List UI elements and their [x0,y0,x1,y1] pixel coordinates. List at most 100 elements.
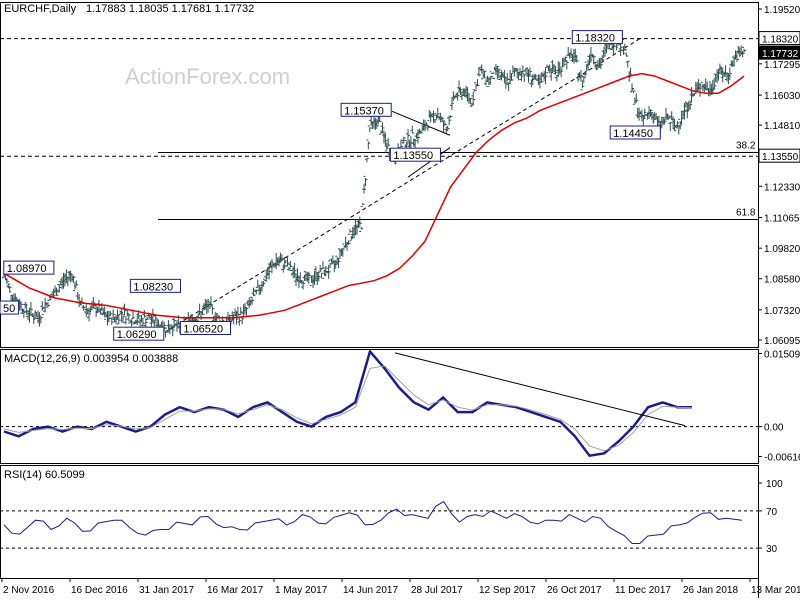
price-annotation: 1.14450 [609,125,661,140]
macd-line [3,348,692,458]
rsi-panel: 100 70 30 [0,479,783,555]
ohlc-bar [87,307,92,322]
panel-border [0,2,759,348]
ohlc-bar [264,269,269,282]
ohlc-bar [340,247,345,257]
x-tick-label: 13 Mar 2018 [751,585,800,596]
ohlc-bar [21,308,26,319]
price-annotation: 50 [0,300,20,315]
ohlc-bar [330,255,335,265]
x-tick-label: 12 Sep 2017 [479,585,536,596]
ohlc-bar [581,76,586,83]
ohlc-bar [277,256,282,267]
ohlc-bar [468,97,473,105]
ohlc-bar [448,115,453,118]
x-tick-label: 31 Jan 2017 [139,585,194,596]
ohlc-bar [410,125,415,134]
ohlc-bar [145,316,150,320]
y-tick-label: 1.12330 [764,182,800,193]
ohlc-bar [435,107,440,118]
ohlc-bar [455,92,460,101]
ohlc-bar [261,281,266,287]
macd-title: MACD(12,26,9) 0.003954 0.003888 [4,353,178,365]
ohlc-bar [40,301,45,311]
ohlc-bar [115,309,120,320]
x-tick-label: 11 Dec 2017 [615,585,671,596]
ohlc-bar [622,43,627,51]
price-marker-box [758,45,800,60]
ohlc-bar [129,319,134,327]
rsi-y-tick-label: 30 [766,544,778,555]
price-marker-label: 1.13550 [762,152,799,163]
ohlc-bar [121,311,126,324]
ohlc-bar [692,93,697,95]
ohlc-bar [479,64,484,74]
ohlc-bar [79,297,84,306]
macd-y-tick-label: -0.00616 [764,452,800,463]
ohlc-bar [593,61,598,67]
annotation-box [571,30,623,45]
ohlc-bar [734,51,739,63]
price-annotation: 1.08230 [129,278,181,293]
ohlc-bar [362,183,367,194]
ohlc-bar [206,298,211,313]
price-annotation: 1.18320 [571,30,623,45]
ohlc-bar [561,57,566,67]
ohlc-bar [359,227,364,232]
ohlc-bar [702,83,707,93]
ohlc-bar [471,91,476,106]
wedge-upper [391,110,451,136]
annotation-label: 1.13550 [393,150,433,162]
rsi-title: RSI(14) 60.5099 [4,469,85,481]
ohlc-bar [237,317,242,326]
annotation-box [340,102,392,117]
ohlc-bar [549,67,554,81]
y-tick-label: 1.11065 [764,213,800,224]
y-tick-label: 1.09820 [764,244,800,255]
chart-symbol: EURCHF,Daily [4,3,77,15]
ohlc-bar [360,203,365,207]
ohlc-bar [519,71,524,82]
ohlc-bar [485,75,490,82]
x-tick-label: 1 May 2017 [275,585,328,596]
ohlc-bar [386,138,391,148]
macd-trend-line [394,352,686,427]
x-tick-label: 16 Mar 2017 [207,585,264,596]
ohlc-bar [624,52,629,57]
price-panel: 38.2 61.8 1.08970 1.08230 1.06290 1.06520 1.15… [0,30,758,341]
ohlc-bar [71,275,76,283]
ohlc-bar [28,301,33,316]
ohlc-bar [19,300,24,311]
ohlc-bar [286,266,291,271]
x-tick-label: 14 Jun 2017 [343,585,398,596]
ohlc-bar [174,320,179,332]
ohlc-bar [630,83,635,93]
price-annotation: 1.06290 [113,326,165,341]
x-tick-label: 16 Dec 2016 [71,585,128,596]
ohlc-bar [244,306,249,316]
x-tick-label: 2 Nov 2016 [3,585,55,596]
ohlc-bar [712,78,717,91]
ohlc-bar [406,128,411,144]
ohlc-bar [615,44,620,48]
ohlc-bar [688,100,693,110]
x-tick-label: 26 Oct 2017 [547,585,602,596]
ohlc-bar [238,307,243,316]
ohlc-bar [401,136,406,143]
annotation-box [0,300,20,315]
ohlc-bar [727,67,732,81]
fib-label: 61.8 [736,208,756,219]
ohlc-bar [415,129,420,144]
ohlc-bar [298,272,303,283]
chart-ohlc: 1.17883 1.18035 1.17681 1.17732 [86,3,254,15]
macd-y-tick-label: 0.015092 [764,349,800,360]
wedge-lower [407,147,451,178]
ohlc-bar [742,46,746,54]
ohlc-bar [279,254,284,260]
ohlc-bar [347,229,352,235]
annotation-label: 50 [3,303,15,315]
price-marker-box [758,148,800,163]
ohlc-bar [170,325,175,337]
ohlc-bar [533,74,538,80]
ohlc-bar [458,87,463,95]
